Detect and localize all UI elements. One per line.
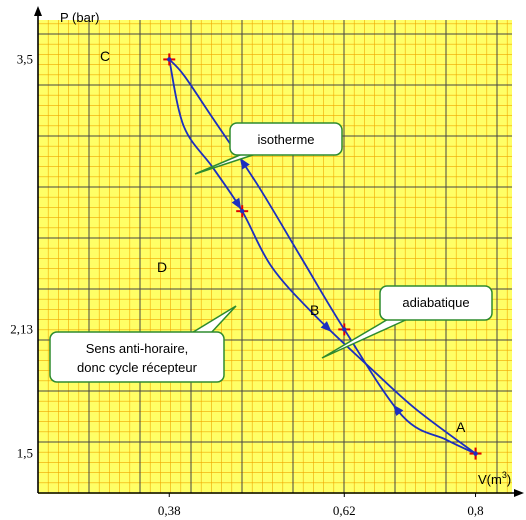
state-points	[163, 53, 482, 460]
cycle-curve-a-c	[168, 58, 476, 455]
cycle-curve-c-a	[168, 59, 477, 455]
state-point-d	[236, 205, 249, 218]
y-axis-arrow-icon	[34, 6, 42, 16]
callout-sens-box	[49, 331, 225, 383]
point-label-a: A	[456, 419, 466, 435]
marker-center	[167, 57, 172, 62]
y-tick-labels: 3,5 2,13 1,5	[10, 51, 33, 460]
point-label-d: D	[157, 259, 167, 275]
state-point-c	[163, 53, 176, 66]
x-tick-label: 0,62	[333, 503, 356, 518]
cycle-curves	[168, 58, 477, 455]
x-tick-label: 0,8	[467, 503, 483, 518]
point-label-b: B	[310, 302, 319, 318]
x-tick-labels: 0,38 0,62 0,8	[158, 493, 484, 518]
x-axis-label-exponent: 3	[502, 470, 507, 480]
callout-isotherme-box	[229, 122, 343, 156]
x-axis-arrow-icon	[514, 489, 524, 497]
plot-background	[38, 20, 512, 494]
state-point-a	[469, 447, 482, 460]
direction-arrow-icon	[231, 197, 242, 210]
marker-center	[473, 451, 478, 456]
callout-adiabatique: adiabatique	[321, 285, 493, 359]
marker-center	[342, 327, 347, 332]
callout-adiabatique-text: adiabatique	[402, 295, 469, 310]
callout-isotherme-text: isotherme	[257, 132, 314, 147]
direction-arrow-icon	[393, 404, 404, 416]
y-axis-label: P (bar)	[60, 10, 100, 25]
y-tick-label: 3,5	[17, 51, 33, 66]
direction-arrow-icon	[239, 157, 250, 170]
minor-grid	[38, 20, 512, 493]
callout-sens-text-line2: donc cycle récepteur	[77, 360, 198, 375]
point-label-c: C	[100, 48, 110, 64]
x-axis-label: V(m3)	[478, 470, 511, 487]
callout-sens-text-line1: Sens anti-horaire,	[86, 341, 189, 356]
x-axis-label-close: )	[507, 472, 511, 487]
callout-sens: Sens anti-horaire, donc cycle récepteur	[49, 305, 237, 383]
marker-center	[239, 208, 245, 214]
y-tick-label: 1,5	[17, 446, 33, 461]
callout-adiabatique-box	[379, 285, 493, 321]
direction-arrow-icon	[320, 321, 332, 332]
x-tick-label: 0,38	[158, 503, 181, 518]
y-tick-label: 2,13	[10, 321, 33, 336]
state-point-b	[338, 323, 351, 336]
callout-isotherme: isotherme	[194, 122, 343, 175]
x-axis-label-base: V(m	[478, 472, 502, 487]
